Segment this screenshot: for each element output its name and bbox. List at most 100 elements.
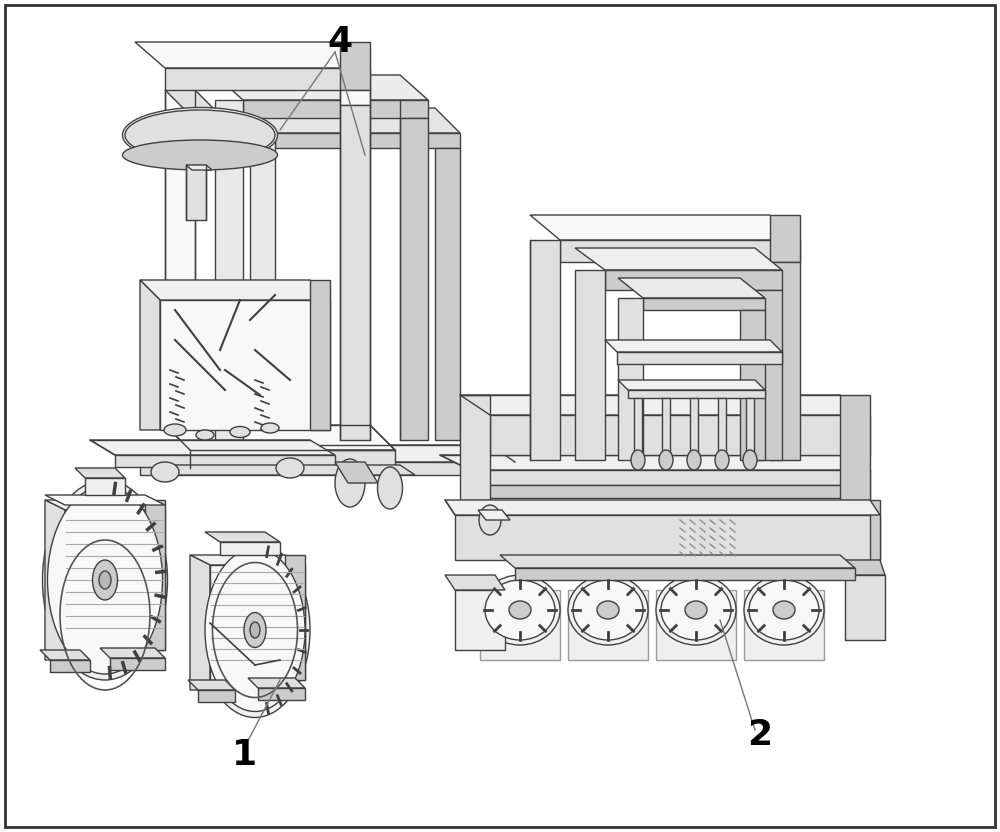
Ellipse shape [659, 450, 673, 470]
Polygon shape [310, 280, 330, 430]
Polygon shape [440, 455, 870, 470]
Polygon shape [165, 90, 195, 425]
Polygon shape [560, 240, 800, 262]
Ellipse shape [205, 548, 305, 711]
Polygon shape [220, 542, 280, 555]
Polygon shape [340, 90, 370, 105]
Polygon shape [140, 462, 515, 475]
Polygon shape [100, 648, 165, 658]
Ellipse shape [151, 462, 179, 482]
Ellipse shape [276, 458, 304, 478]
Ellipse shape [122, 107, 278, 162]
Polygon shape [530, 215, 800, 240]
Polygon shape [140, 280, 160, 430]
Polygon shape [50, 660, 90, 672]
Polygon shape [656, 590, 736, 660]
Polygon shape [435, 148, 460, 440]
Ellipse shape [479, 505, 501, 535]
Polygon shape [248, 678, 305, 688]
Polygon shape [445, 575, 505, 590]
Polygon shape [617, 352, 782, 364]
Polygon shape [643, 298, 765, 310]
Polygon shape [45, 500, 165, 510]
Polygon shape [210, 565, 305, 680]
Ellipse shape [230, 427, 250, 438]
Polygon shape [605, 340, 782, 352]
Ellipse shape [48, 486, 162, 674]
Polygon shape [243, 100, 428, 118]
Polygon shape [75, 468, 125, 478]
Polygon shape [275, 133, 460, 148]
Polygon shape [740, 310, 765, 460]
Ellipse shape [661, 580, 731, 640]
Ellipse shape [122, 140, 278, 170]
Ellipse shape [125, 110, 275, 160]
Polygon shape [870, 500, 880, 560]
Ellipse shape [335, 459, 365, 507]
Polygon shape [258, 688, 305, 700]
Polygon shape [634, 398, 642, 455]
Polygon shape [155, 465, 415, 475]
Polygon shape [165, 68, 370, 90]
Polygon shape [250, 133, 275, 440]
Polygon shape [718, 398, 726, 455]
Polygon shape [445, 500, 880, 515]
Polygon shape [460, 395, 490, 500]
Polygon shape [568, 590, 648, 660]
Text: 4: 4 [327, 25, 353, 59]
Polygon shape [470, 485, 870, 498]
Polygon shape [215, 75, 428, 100]
Polygon shape [285, 555, 305, 680]
Ellipse shape [573, 580, 643, 640]
Polygon shape [115, 455, 335, 467]
Polygon shape [515, 568, 855, 580]
Ellipse shape [687, 450, 701, 470]
Polygon shape [500, 555, 855, 568]
Polygon shape [165, 425, 395, 450]
Polygon shape [140, 280, 330, 300]
Ellipse shape [42, 480, 168, 680]
Ellipse shape [200, 542, 310, 717]
Polygon shape [215, 100, 243, 440]
Polygon shape [145, 500, 165, 650]
Polygon shape [480, 590, 560, 660]
Ellipse shape [164, 424, 186, 436]
Text: 2: 2 [747, 718, 773, 752]
Polygon shape [770, 262, 800, 460]
Polygon shape [628, 390, 765, 398]
Polygon shape [490, 415, 870, 455]
Polygon shape [770, 215, 800, 262]
Polygon shape [186, 165, 206, 220]
Ellipse shape [485, 580, 555, 640]
Polygon shape [198, 690, 235, 702]
Ellipse shape [568, 575, 648, 645]
Polygon shape [250, 108, 460, 133]
Polygon shape [690, 398, 698, 455]
Polygon shape [662, 398, 670, 455]
Ellipse shape [656, 575, 736, 645]
Ellipse shape [631, 450, 645, 470]
Ellipse shape [744, 575, 824, 645]
Ellipse shape [773, 601, 795, 619]
Polygon shape [618, 380, 765, 390]
Polygon shape [455, 515, 880, 560]
Polygon shape [530, 240, 560, 460]
Polygon shape [340, 42, 370, 90]
Polygon shape [90, 440, 335, 455]
Ellipse shape [509, 601, 531, 619]
Polygon shape [455, 590, 505, 650]
Polygon shape [618, 278, 765, 298]
Polygon shape [65, 510, 165, 650]
Polygon shape [190, 450, 395, 468]
Polygon shape [755, 290, 782, 460]
Ellipse shape [99, 571, 111, 589]
Ellipse shape [597, 601, 619, 619]
Polygon shape [478, 510, 510, 520]
Polygon shape [190, 555, 305, 565]
Polygon shape [45, 495, 165, 505]
Polygon shape [605, 270, 782, 290]
Polygon shape [845, 575, 885, 640]
Ellipse shape [250, 622, 260, 638]
Polygon shape [205, 532, 280, 542]
Polygon shape [85, 478, 125, 495]
